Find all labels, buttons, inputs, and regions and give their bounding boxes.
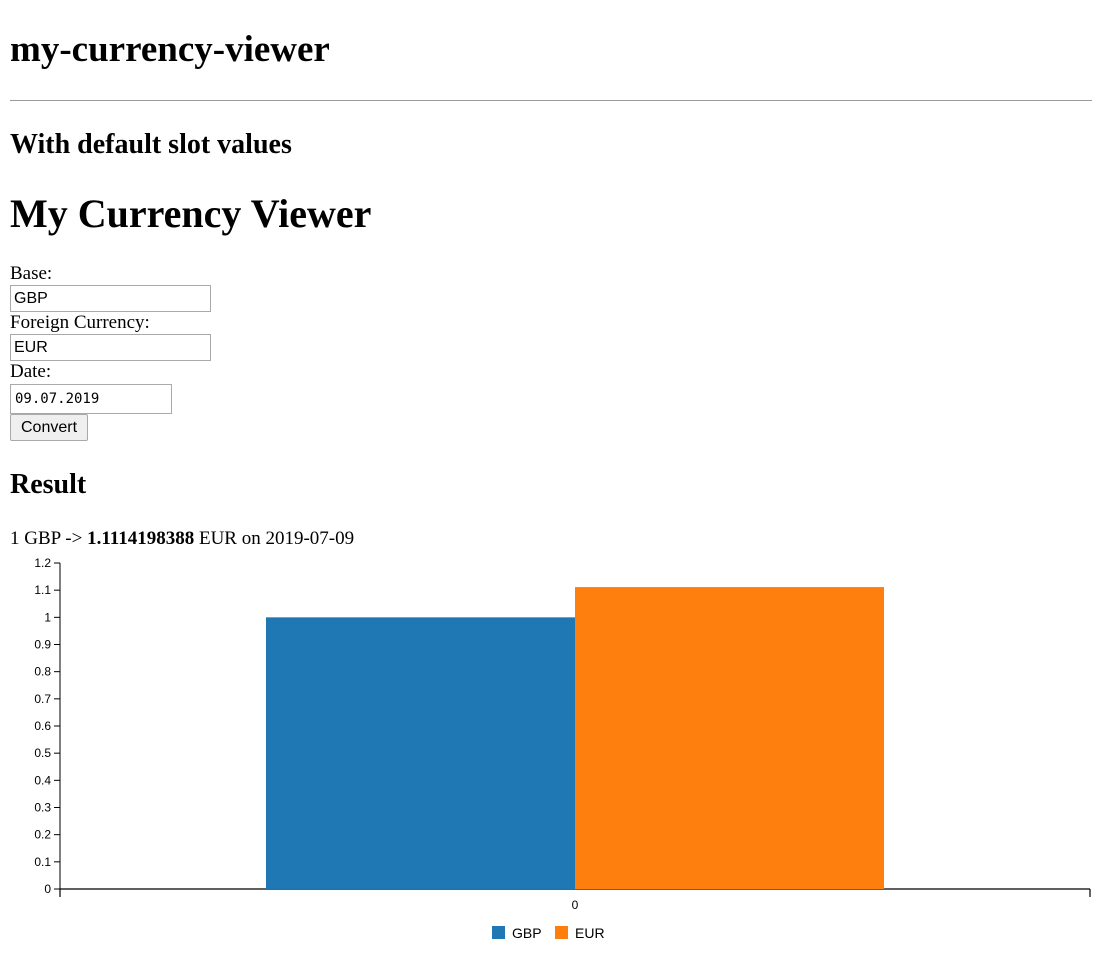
y-tick-label: 1.1 <box>34 583 51 597</box>
y-tick-label: 1 <box>44 610 51 624</box>
result-rate: 1.1114198388 <box>87 528 195 549</box>
bar-gbp <box>266 617 575 889</box>
legend: GBP EUR <box>492 925 605 941</box>
legend-label-eur: EUR <box>575 925 605 941</box>
base-label: Base: <box>10 263 53 284</box>
result-prefix: 1 GBP -> <box>10 528 88 549</box>
y-tick-label: 0.7 <box>34 692 51 706</box>
viewer-title: My Currency Viewer <box>10 191 372 236</box>
result-suffix: EUR on 2019-07-09 <box>194 528 355 549</box>
result-title: Result <box>10 469 87 500</box>
y-tick-label: 0.8 <box>34 665 51 679</box>
foreign-currency-input[interactable] <box>10 334 211 361</box>
y-tick-label: 0.9 <box>34 638 51 652</box>
foreign-currency-label: Foreign Currency: <box>10 312 150 333</box>
y-axis: 0 0.1 0.2 0.3 0.4 0.5 0.6 0.7 0.8 0.9 1 1.1 1.2 <box>34 556 61 896</box>
section-title: With default slot values <box>10 129 292 160</box>
date-label: Date: <box>10 361 52 382</box>
y-tick-label: 0.6 <box>34 719 51 733</box>
y-tick-label: 0.5 <box>34 746 51 760</box>
legend-swatch-eur <box>555 926 568 939</box>
x-axis: 0 <box>59 888 1091 912</box>
legend-swatch-gbp <box>492 926 505 939</box>
result-line: 1 GBP -> 1.1114198388 EUR on 2019-07-09 <box>10 528 354 550</box>
base-input[interactable] <box>10 285 211 312</box>
convert-button[interactable]: Convert <box>10 414 88 441</box>
legend-label-gbp: GBP <box>512 925 542 941</box>
x-tick-label: 0 <box>572 898 579 912</box>
divider <box>10 100 1092 101</box>
y-tick-label: 0.1 <box>34 855 51 869</box>
y-tick-label: 0.3 <box>34 801 51 815</box>
bars <box>266 587 884 889</box>
y-tick-label: 0 <box>44 882 51 896</box>
y-tick-label: 0.2 <box>34 828 51 842</box>
y-tick-label: 0.4 <box>34 773 51 787</box>
y-tick-label: 1.2 <box>34 556 51 570</box>
app-title: my-currency-viewer <box>10 29 330 70</box>
date-input[interactable]: 09.07.2019 <box>10 384 172 414</box>
currency-form: Base: Foreign Currency: Date: 09.07.2019… <box>10 263 410 441</box>
bar-eur <box>575 587 884 889</box>
